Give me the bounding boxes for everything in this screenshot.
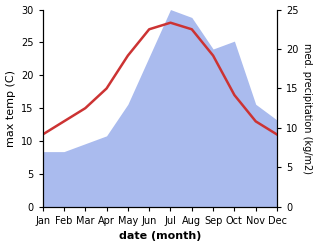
X-axis label: date (month): date (month) xyxy=(119,231,201,242)
Y-axis label: med. precipitation (kg/m2): med. precipitation (kg/m2) xyxy=(302,43,313,174)
Y-axis label: max temp (C): max temp (C) xyxy=(5,70,16,147)
